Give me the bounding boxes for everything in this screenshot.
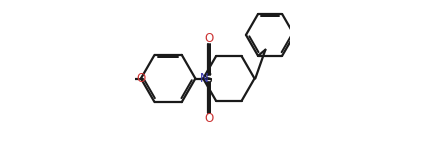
- Text: S: S: [204, 71, 212, 86]
- Text: O: O: [136, 72, 145, 85]
- Text: N: N: [200, 72, 209, 85]
- Text: O: O: [204, 32, 213, 45]
- Text: O: O: [204, 112, 213, 125]
